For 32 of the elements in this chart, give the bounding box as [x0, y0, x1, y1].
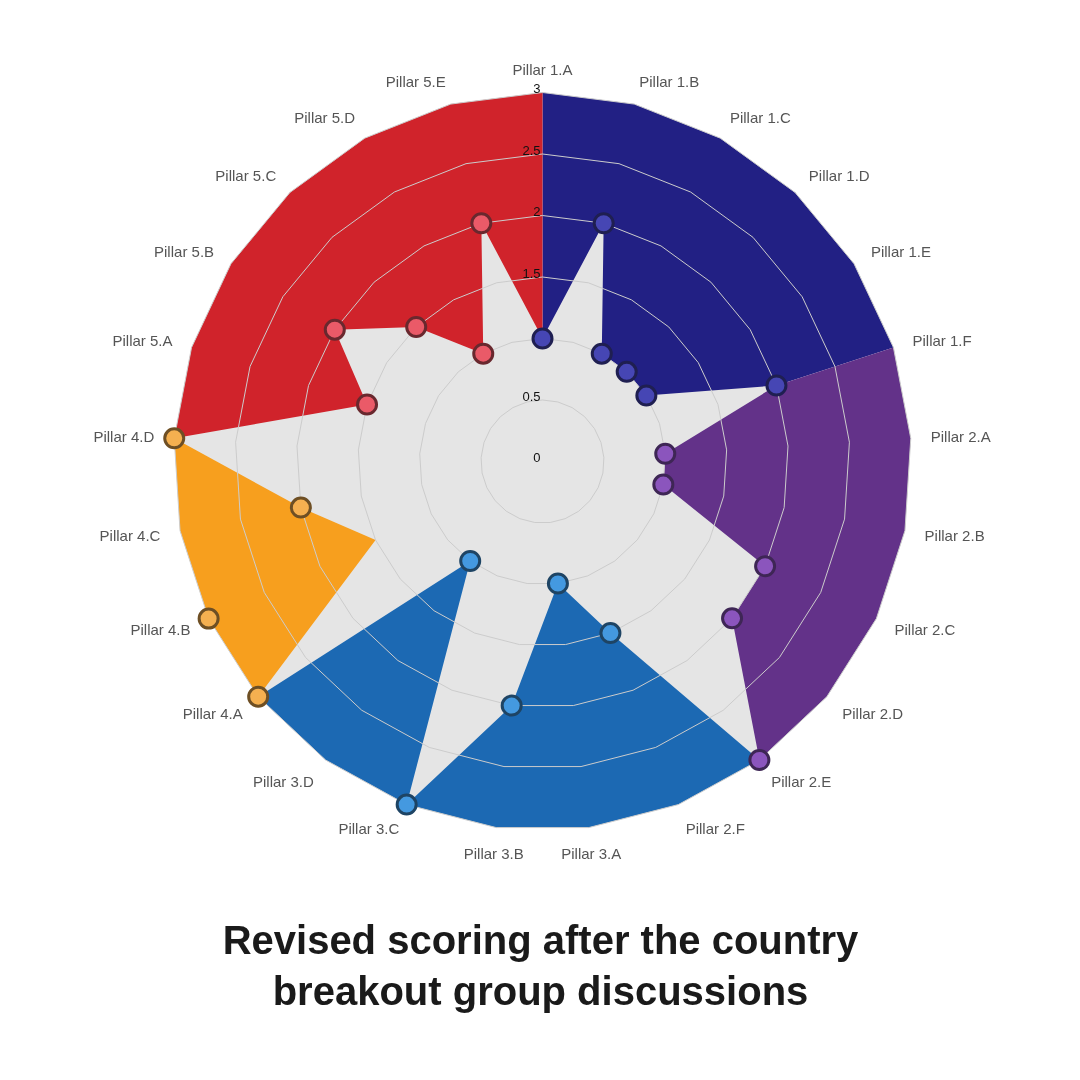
spoke-label: Pillar 5.C: [215, 167, 277, 185]
spoke-label: Pillar 4.A: [182, 704, 243, 722]
spoke-label: Pillar 5.E: [385, 73, 446, 91]
spoke-label: Pillar 2.A: [930, 428, 991, 446]
spoke-label: Pillar 4.C: [99, 527, 161, 545]
y-tick-label: 2: [533, 204, 541, 219]
spoke-label: Pillar 2.F: [685, 820, 745, 838]
spoke-label: Pillar 4.D: [93, 428, 155, 446]
spoke-label: Pillar 1.D: [808, 167, 870, 185]
spoke-label: Pillar 2.D: [842, 704, 904, 722]
y-tick-label: 0.5: [522, 388, 541, 404]
spoke-label: Pillar 1.A: [512, 61, 573, 78]
spoke-label: Pillar 5.D: [294, 109, 356, 127]
spoke-label: Pillar 1.E: [870, 242, 931, 260]
spoke-label: Pillar 2.B: [924, 527, 985, 545]
y-tick-label: 1.5: [522, 265, 541, 281]
spoke-label: Pillar 5.B: [154, 242, 215, 260]
spoke-label: Pillar 4.B: [130, 621, 191, 639]
spoke-label: Pillar 3.A: [561, 844, 622, 862]
spoke-label: Pillar 3.D: [253, 772, 315, 790]
y-tick-label: 2.5: [522, 142, 541, 158]
spoke-label: Pillar 3.B: [463, 844, 524, 862]
spoke-label: Pillar 1.F: [912, 331, 972, 349]
spoke-label: Pillar 2.C: [894, 621, 956, 639]
y-tick-label: 0: [533, 450, 541, 465]
spoke-label: Pillar 3.C: [338, 820, 400, 838]
spoke-label: Pillar 5.A: [112, 331, 173, 349]
spoke-label: Pillar 2.E: [771, 772, 832, 790]
spoke-label: Pillar 1.B: [639, 73, 700, 91]
spoke-label: Pillar 1.C: [729, 109, 791, 127]
text: Revised scoring after the country breakout group discussions: [222, 918, 860, 1013]
y-tick-label: 3: [533, 81, 541, 96]
